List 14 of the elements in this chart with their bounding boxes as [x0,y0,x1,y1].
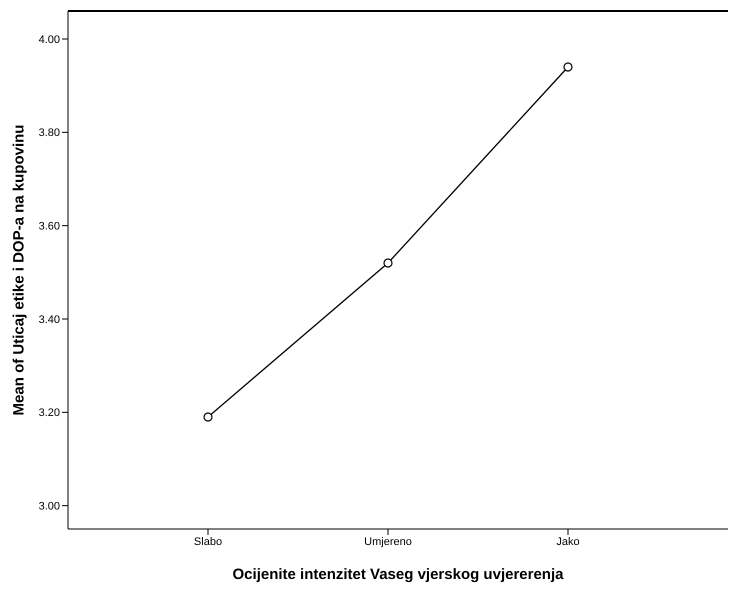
y-tick-label: 3.80 [38,127,60,140]
x-tick-label: Umjereno [364,536,412,548]
y-axis-title: Mean of Uticaj etike i DOP-a na kupovinu [10,124,28,416]
y-tick-label: 3.00 [38,500,60,513]
point [203,412,213,422]
y-tick-label: 4.00 [38,34,60,46]
y-tick-label: 3.40 [38,314,60,326]
y-tick-label: 3.60 [38,220,60,233]
x-axis-title: Ocijenite intenzitet Vaseg vjerskog uvjererenja [232,566,564,583]
y-tick-label: 3.20 [38,407,60,420]
point [383,258,393,268]
x-tick-label: Jako [556,536,580,548]
point [563,62,573,72]
x-tick-label: Slabo [194,536,222,548]
